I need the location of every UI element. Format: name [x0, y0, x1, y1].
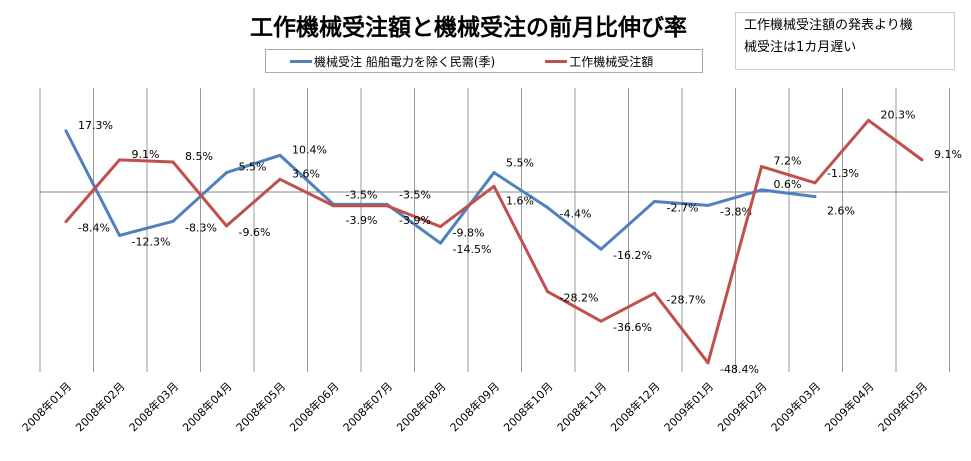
data-point: [278, 153, 282, 157]
data-label: -3.8%: [720, 205, 752, 218]
data-point: [867, 118, 870, 122]
legend-label: 工作機械受注額: [569, 54, 654, 69]
data-point: [546, 290, 549, 294]
data-point: [171, 219, 175, 223]
data-label: -28.2%: [560, 292, 599, 305]
data-label: 7.2%: [774, 155, 802, 168]
data-label: 3.6%: [292, 167, 320, 180]
data-label: 5.5%: [506, 157, 534, 170]
data-point: [760, 188, 763, 192]
legend-swatch-red: [545, 59, 568, 63]
data-point: [225, 171, 228, 175]
data-label: 10.4%: [292, 143, 327, 156]
x-tick-label: 2008年11月: [554, 379, 609, 434]
x-tick-label: 2008年07月: [340, 379, 395, 434]
data-point: [439, 225, 442, 229]
data-point: [64, 129, 68, 133]
data-label: -3.5%: [399, 188, 431, 201]
data-label: -4.4%: [560, 208, 592, 221]
data-point: [385, 204, 389, 208]
data-label: -28.7%: [667, 293, 706, 306]
data-label: -16.2%: [613, 249, 652, 262]
x-tick-label: 2008年02月: [72, 379, 127, 434]
data-point: [546, 206, 549, 210]
data-label: 9.1%: [934, 148, 962, 161]
data-label: -3.9%: [346, 214, 378, 227]
x-tick-label: 2009年04月: [821, 379, 876, 434]
data-label: -2.7%: [667, 202, 699, 215]
data-point: [171, 160, 175, 164]
x-tick-label: 2008年01月: [19, 379, 74, 434]
x-tick-label: 2008年12月: [607, 379, 662, 434]
data-point: [278, 177, 282, 181]
data-label: -12.3%: [132, 235, 171, 248]
data-point: [706, 203, 710, 207]
data-point: [706, 361, 710, 365]
data-label: -8.4%: [78, 222, 110, 235]
legend-label: 機械受注 船舶電力を除く民需(季): [314, 54, 496, 69]
x-tick-label: 2009年05月: [875, 379, 930, 434]
legend: 機械受注 船舶電力を除く民需(季) 工作機械受注額: [265, 49, 703, 73]
x-tick-label: 2008年10月: [500, 379, 555, 434]
annotation-line: 械受注は1カ月遅い: [744, 40, 857, 55]
legend-item-machine-orders: 機械受注 船舶電力を除く民需(季): [290, 53, 495, 70]
data-label: 2.6%: [827, 205, 855, 218]
data-label: 1.6%: [506, 194, 534, 207]
x-tick-label: 2009年02月: [714, 379, 769, 434]
data-point: [653, 291, 656, 295]
data-point: [118, 233, 121, 237]
x-tick-label: 2008年05月: [233, 379, 288, 434]
data-label: -36.6%: [613, 321, 652, 334]
chart-title: 工作機械受注額と機械受注の前月比伸び率: [250, 15, 687, 41]
data-label: -3.9%: [399, 214, 431, 227]
data-label: 8.5%: [185, 150, 213, 163]
data-label: -1.3%: [827, 167, 859, 180]
x-tick-label: 2008年04月: [179, 379, 234, 434]
x-tick-label: 2009年01月: [661, 379, 716, 434]
data-point: [332, 204, 335, 208]
data-point: [492, 184, 496, 188]
data-label: -14.5%: [453, 243, 492, 256]
data-label: 5.5%: [239, 161, 267, 174]
data-point: [653, 200, 656, 204]
data-label: 17.3%: [78, 119, 113, 132]
data-point: [64, 220, 68, 224]
data-label: -9.8%: [453, 227, 485, 240]
data-point: [760, 165, 763, 169]
x-tick-label: 2008年06月: [286, 379, 341, 434]
data-label: 9.1%: [132, 148, 160, 161]
legend-item-machine-tool-orders: 工作機械受注額: [545, 53, 653, 70]
data-label: 0.6%: [774, 178, 802, 191]
annotation-line: 工作機械受注額の発表より機: [744, 18, 913, 33]
data-point: [492, 171, 496, 175]
legend-swatch-blue: [290, 59, 312, 63]
data-label: -3.5%: [346, 188, 378, 201]
data-label: -48.4%: [720, 363, 759, 376]
data-point: [813, 181, 817, 185]
data-point: [439, 241, 442, 245]
x-tick-label: 2008年09月: [447, 379, 502, 434]
x-tick-label: 2008年08月: [393, 379, 448, 434]
x-tick-label: 2009年03月: [768, 379, 823, 434]
data-point: [225, 224, 228, 228]
data-point: [813, 195, 817, 199]
data-point: [599, 319, 603, 323]
series-line-machine-orders: [64, 130, 816, 251]
annotation-box: 工作機械受注額の発表より機 械受注は1カ月遅い: [735, 12, 955, 70]
data-label: 20.3%: [881, 108, 916, 121]
x-tick-label: 2008年03月: [126, 379, 181, 434]
data-label: -9.6%: [239, 226, 271, 239]
data-label: -8.3%: [185, 221, 217, 234]
data-point: [599, 247, 603, 251]
data-point: [118, 158, 121, 162]
data-point: [920, 158, 924, 162]
